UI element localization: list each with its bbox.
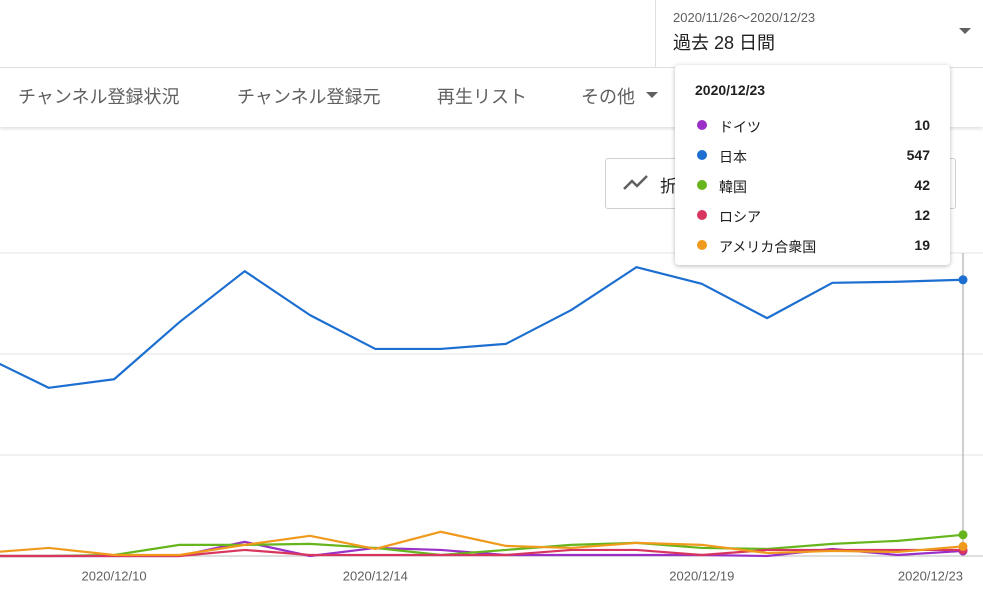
legend-dot [697,150,707,160]
date-range: 2020/11/26～2020/12/23 [673,10,816,25]
legend-dot [697,180,707,190]
hover-point [958,530,968,540]
tooltip: 2020/12/23 ドイツ 10 日本 547 韓国 42 ロシア 12 アメリカ合衆国 19 [675,65,950,265]
period-selector[interactable]: 過去 28 日間 [673,33,776,53]
tooltip-row: 韓国 42 [675,170,950,200]
dropdown-arrow[interactable] [958,26,972,36]
legend-label: アメリカ合衆国 [719,239,817,255]
x-tick-label: 2020/12/10 [82,568,147,583]
series-line [0,530,964,557]
tooltip-row: ロシア 12 [675,200,950,230]
tooltip-date: 2020/12/23 [695,82,766,98]
x-tick-label: 2020/12/23 [898,568,963,583]
legend-label: 韓国 [719,179,747,195]
more-arrow[interactable] [645,90,659,100]
hover-point [958,275,968,285]
tab[interactable]: チャンネル登録元 [237,87,381,107]
x-tick-label: 2020/12/14 [343,568,408,583]
trend-icon [623,175,648,190]
divider [655,0,656,67]
legend-dot [697,210,707,220]
series-line [0,533,964,558]
legend-label: ロシア [719,209,761,225]
tooltip-value: 10 [914,117,930,133]
tooltip-row: アメリカ合衆国 19 [675,230,950,260]
tooltip-value: 19 [914,237,930,253]
tab[interactable]: チャンネル登録状況 [18,87,180,107]
tab[interactable]: その他 [581,87,635,107]
series-line [0,266,964,389]
legend-label: 日本 [719,149,747,165]
hover-point [958,541,968,551]
legend-label: ドイツ [719,119,761,135]
legend-dot [697,120,707,130]
header-bar [0,0,983,68]
tooltip-value: 547 [906,147,930,163]
x-tick-label: 2020/12/19 [669,568,734,583]
tooltip-value: 42 [914,177,930,193]
tooltip-row: 日本 547 [675,140,950,170]
tooltip-row: ドイツ 10 [675,110,950,140]
tooltip-value: 12 [914,207,930,223]
tab[interactable]: 再生リスト [437,87,527,107]
chart-type-label: 折 [660,177,677,196]
legend-dot [697,240,707,250]
